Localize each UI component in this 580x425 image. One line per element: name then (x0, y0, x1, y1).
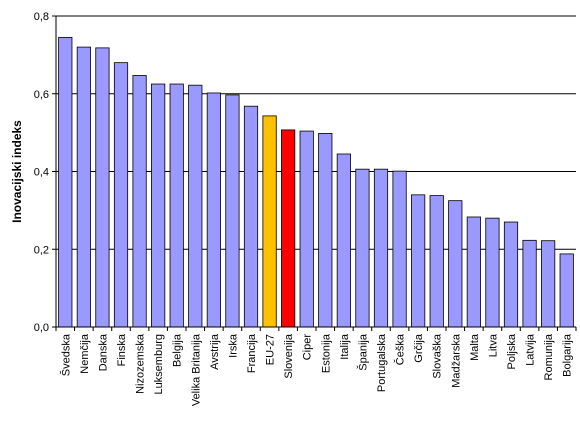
bars (58, 36, 574, 328)
bar-Malta (466, 216, 481, 328)
bar-Romunija (541, 240, 556, 328)
x-category-label: Danska (97, 333, 109, 371)
x-category-label: Poljska (506, 333, 518, 369)
x-category-label: Velika Britanija (190, 333, 202, 406)
x-category-label: EU-27 (265, 334, 277, 365)
bar-Švedska (58, 36, 73, 328)
x-category-label: Madžarska (450, 333, 462, 388)
bar-Nemčija (76, 46, 91, 328)
x-category-label: Irska (227, 333, 239, 358)
x-category-label: Slovenija (283, 333, 295, 379)
x-category-label: Češka (394, 333, 407, 365)
bar-Belgija (169, 83, 184, 328)
bar-Velika Britanija (188, 84, 203, 328)
x-category-label: Grčija (413, 333, 425, 363)
y-axis-title: Inovacijski indeks (10, 120, 24, 223)
y-tick-labels: 0,0 0,2 0,4 0,6 0,8 (34, 11, 49, 334)
bar-Danska (95, 47, 110, 328)
x-category-label: Malta (469, 333, 481, 361)
bar-Italija (336, 153, 351, 328)
bar-Litva (485, 217, 500, 328)
x-category-label: Nemčija (79, 333, 91, 374)
x-category-label: Švedska (59, 333, 72, 376)
bar-Latvija (522, 239, 537, 328)
x-category-label: Romunija (543, 333, 555, 380)
bar-Nizozemska (132, 75, 147, 328)
y-tick-label: 0,4 (34, 167, 49, 179)
bar-Slovenija (281, 129, 296, 328)
x-category-labels: Švedska Nemčija Danska Finska Nizozemska Luks… (59, 333, 573, 406)
bar-Irska (225, 94, 240, 328)
bar-Finska (113, 62, 129, 328)
x-category-label: Estonija (320, 333, 332, 373)
bar-EU-27 (262, 115, 277, 328)
y-tick-label: 0,6 (34, 89, 49, 101)
bar-Slovaška (429, 195, 444, 328)
bar-Poljska (503, 221, 519, 328)
x-category-label: Finska (116, 333, 128, 366)
bar-Luksemburg (151, 83, 166, 328)
y-tick-label: 0,8 (34, 11, 49, 23)
x-category-label: Nizozemska (135, 333, 147, 394)
x-category-label: Francija (246, 333, 258, 373)
x-category-label: Italija (339, 333, 351, 360)
x-category-label: Bolgarija (562, 333, 574, 377)
x-category-label: Slovaška (432, 333, 444, 379)
x-category-label: Avstrija (209, 333, 221, 370)
bar-Španija (355, 168, 370, 328)
bar-Ciper (299, 130, 314, 328)
x-category-label: Belgija (172, 333, 184, 367)
bar-Bolgarija (559, 253, 574, 328)
x-category-label: Luksemburg (153, 334, 165, 395)
y-tick-label: 0,2 (34, 244, 49, 256)
x-category-label: Španija (356, 333, 369, 371)
bar-Portugalska (373, 168, 389, 328)
bar-Češka (392, 170, 407, 328)
bar-Madžarska (448, 200, 463, 328)
bar-Estonija (318, 133, 333, 328)
x-category-label: Litva (487, 333, 499, 357)
y-tick-label: 0,0 (34, 322, 49, 334)
bar-Francija (243, 105, 259, 328)
bar-Grčija (411, 194, 426, 328)
x-category-label: Latvija (525, 333, 537, 366)
x-category-label: Portugalska (376, 333, 388, 392)
x-category-label: Ciper (302, 334, 314, 361)
bar-Avstrija (206, 92, 221, 328)
axes (52, 15, 577, 331)
